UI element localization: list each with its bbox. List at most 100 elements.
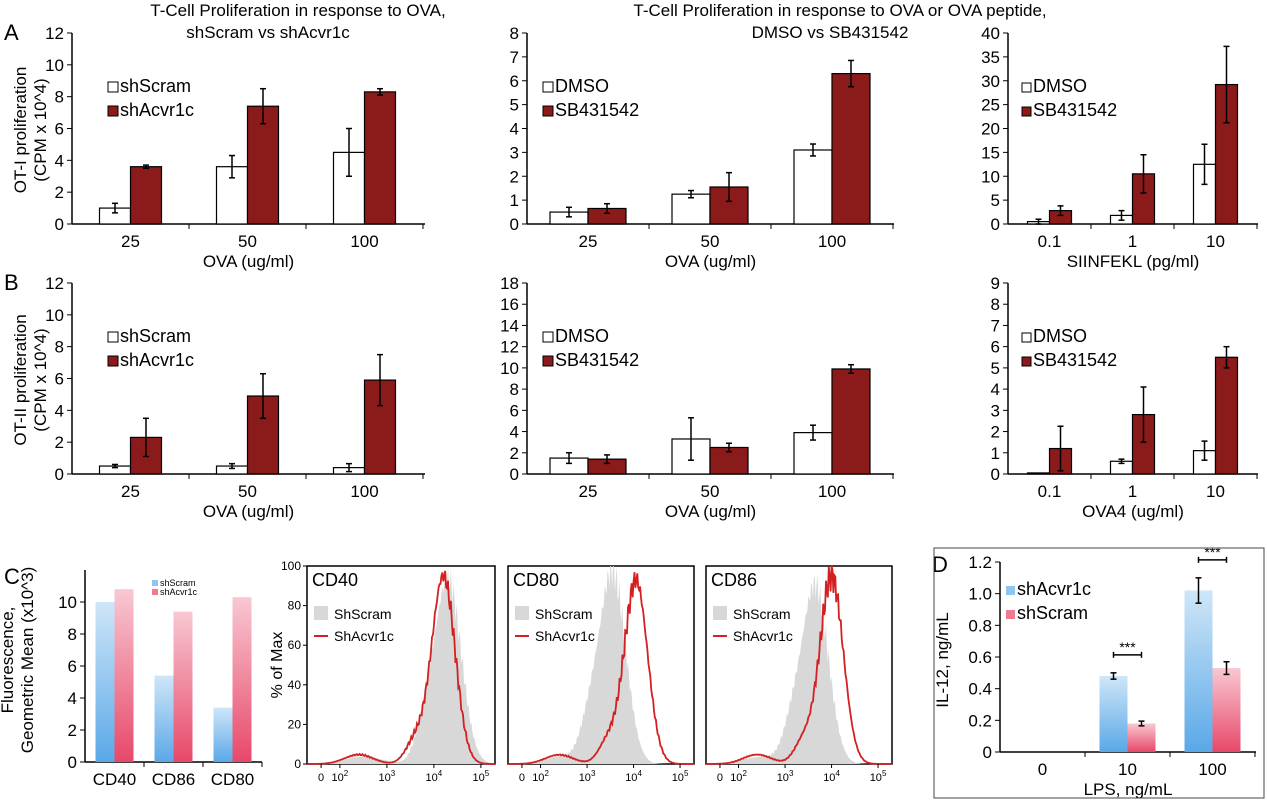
x-tick-label: 104	[823, 769, 840, 784]
x-tick-label: 0	[318, 772, 324, 784]
y-tick-label: 10	[45, 56, 64, 75]
x-axis-label: OVA4 (ug/ml)	[1082, 502, 1184, 521]
bar-shacvr1c	[114, 589, 134, 762]
y-tick-label: 6	[510, 401, 519, 420]
x-tick-label: 103	[579, 769, 596, 784]
legend-swatch	[107, 81, 119, 93]
y-tick-label: 35	[981, 48, 1000, 67]
histogram-shacvr1c-line	[706, 565, 892, 765]
chart-d1: 0 0.2 0.4 0.6 0.8 1.0 1.2 0 10 100 shAcvr1c shScram…	[933, 544, 1256, 799]
significance-label: ***	[1119, 639, 1136, 655]
legend-swatch	[152, 580, 158, 586]
legend-swatch	[107, 331, 119, 343]
bar-shacvr1c	[1184, 590, 1213, 752]
y-tick-label: 5	[991, 359, 1000, 378]
x-axis-label: OVA (ug/ml)	[203, 252, 294, 271]
chart-b1: 0 2 4 6 8 10 12 25 50 100 shScram shAcvr1c OVA (ug/m…	[11, 274, 425, 521]
legend-swatch	[542, 105, 554, 117]
y-tick-label: 12	[45, 24, 64, 43]
histogram-cd86: CD86 ShScram ShAcvr1c 0 102 103 104 105	[705, 565, 893, 784]
x-tick-exponent: 5	[882, 769, 887, 778]
x-axis-label: OVA (ug/ml)	[665, 252, 756, 271]
x-tick-label: 1	[1128, 232, 1137, 251]
y-tick-label: 2	[55, 183, 64, 202]
legend-label: SB431542	[555, 350, 639, 370]
legend-label: SB431542	[555, 100, 639, 120]
bar-shacvr1c	[173, 611, 193, 762]
legend-swatch	[542, 81, 554, 93]
y-tick-label: 8	[991, 295, 1000, 314]
y-tick-label: 0	[294, 757, 301, 771]
x-tick-label: 0	[717, 772, 723, 784]
y-tick-label: 4	[510, 423, 519, 442]
bar-shacvr1c	[246, 105, 280, 225]
y-axis-label-2: Geometric Mean (x10^3)	[18, 567, 37, 754]
y-tick-label: 12	[45, 274, 64, 293]
x-tick-label: 100	[818, 232, 846, 251]
legend-label: shAcvr1c	[120, 350, 194, 370]
header-mid-line1: T-Cell Proliferation in response to OVA …	[633, 1, 1046, 20]
y-tick-label: 18	[500, 274, 519, 293]
y-tick-label: 40	[981, 24, 1000, 43]
x-tick-label: 25	[579, 482, 598, 501]
y-tick-label: 6	[55, 120, 64, 139]
x-tick-exponent: 2	[742, 769, 747, 778]
y-tick-label: 4	[55, 401, 64, 420]
histogram-title: CD80	[513, 570, 559, 590]
header-mid-line2: DMSO vs SB431542	[752, 23, 909, 42]
legend-label: ShScram	[535, 606, 593, 622]
histogram-shscram-area	[706, 575, 892, 764]
histogram-shacvr1c-line	[508, 572, 694, 765]
x-tick-label: 0.1	[1038, 232, 1062, 251]
y-tick-label: 10	[58, 593, 77, 612]
legend-swatch	[542, 355, 554, 367]
x-tick-exponent: 3	[789, 769, 794, 778]
bar-shscram	[95, 602, 115, 762]
y-axis-label: % of Max	[269, 632, 286, 699]
x-axis-label: LPS, ng/mL	[1084, 780, 1173, 799]
y-tick-label: 2	[510, 167, 519, 186]
chart-a2: 0 1 2 3 4 5 6 7 8 25 50 100 DMSO SB431542 OVA (ug/ml)	[510, 24, 894, 271]
y-tick-label: 4	[991, 380, 1000, 399]
y-tick-label: 4	[68, 689, 77, 708]
y-tick-label: 2	[991, 423, 1000, 442]
legend-label: shAcvr1c	[1017, 579, 1091, 599]
y-tick-label: 8	[510, 380, 519, 399]
panel-d-frame	[933, 547, 1265, 799]
y-tick-label: 3	[991, 401, 1000, 420]
x-tick-label: 25	[121, 482, 140, 501]
legend-swatch	[1021, 332, 1032, 343]
x-axis-label: OVA (ug/ml)	[665, 502, 756, 521]
y-tick-label: 12	[500, 338, 519, 357]
x-tick-exponent: 3	[591, 769, 596, 778]
y-tick-label: 0	[991, 465, 1000, 484]
x-tick-label: 100	[1198, 760, 1226, 779]
bar-dmso	[793, 149, 833, 225]
y-tick-label: 5	[991, 191, 1000, 210]
x-tick-label: 0.1	[1038, 482, 1062, 501]
legend-label: ShAcvr1c	[334, 628, 394, 644]
legend-swatch	[107, 355, 119, 367]
histogram-title: CD40	[312, 570, 358, 590]
x-tick-exponent: 5	[684, 769, 689, 778]
legend-label: shAcvr1c	[120, 100, 194, 120]
bar-shacvr1c	[1099, 676, 1128, 752]
x-tick-label: 10	[1206, 232, 1225, 251]
panel-letter-c: C	[4, 564, 20, 589]
y-tick-label: 0	[991, 215, 1000, 234]
x-tick-exponent: 2	[544, 769, 549, 778]
x-tick-label: 103	[379, 769, 396, 784]
y-tick-label: 0.2	[968, 711, 992, 730]
panel-letter-a: A	[4, 20, 19, 45]
x-tick-label: CD80	[211, 770, 254, 789]
legend-swatch	[1021, 106, 1032, 117]
y-tick-label: 80	[288, 599, 302, 613]
y-axis-label: Fluorescence,	[0, 607, 17, 714]
y-tick-label: 10	[500, 359, 519, 378]
panel-letter-b: B	[4, 270, 19, 295]
legend-label: shScram	[120, 76, 191, 96]
x-tick-label: 25	[579, 232, 598, 251]
y-tick-label: 9	[991, 274, 1000, 293]
